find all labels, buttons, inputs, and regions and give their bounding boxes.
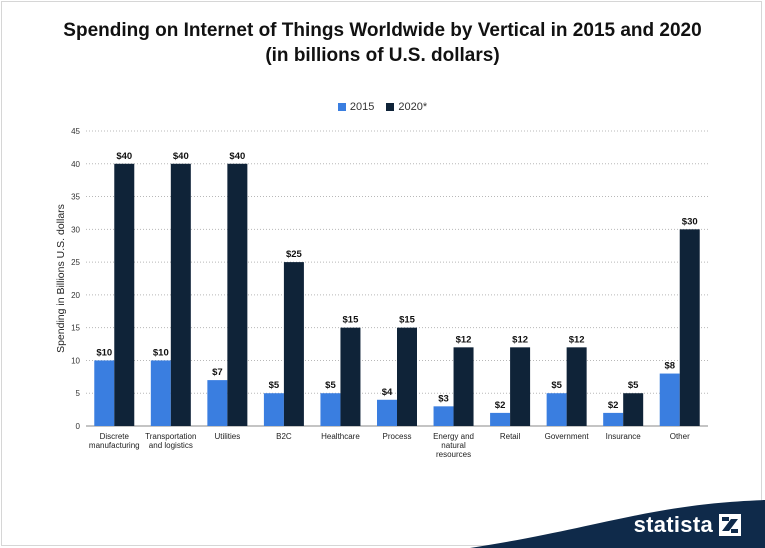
bar-2015 — [320, 393, 341, 426]
bar-2020 — [623, 393, 644, 426]
data-label: $5 — [325, 380, 336, 391]
bar-2015 — [150, 360, 171, 426]
legend-item-2015: 2015 — [337, 101, 375, 113]
data-label: $7 — [212, 367, 223, 378]
data-label: $2 — [495, 400, 506, 411]
data-label: $40 — [116, 151, 132, 162]
bar-2020 — [566, 347, 587, 426]
bar-2020 — [679, 229, 700, 426]
bar-2015 — [603, 412, 624, 426]
y-tick-label: 30 — [71, 225, 80, 234]
bar-2015 — [207, 380, 228, 426]
bar-2015 — [263, 393, 284, 426]
bar-2015 — [659, 373, 680, 426]
legend-label-2020: 2020* — [398, 101, 428, 113]
bar-2020 — [114, 163, 135, 426]
bar-2020 — [170, 163, 191, 426]
x-tick-label: manufacturing — [89, 441, 140, 450]
statista-logo[interactable]: statista — [634, 512, 741, 538]
data-label: $10 — [153, 347, 169, 358]
data-label: $12 — [569, 334, 585, 345]
data-label: $5 — [269, 380, 280, 391]
bar-2015 — [94, 360, 115, 426]
data-label: $40 — [229, 151, 245, 162]
x-tick-label: Utilities — [214, 432, 240, 441]
legend-swatch-2020 — [386, 103, 395, 111]
bar-2020 — [227, 163, 248, 426]
legend-swatch-2015 — [337, 103, 346, 111]
y-tick-label: 25 — [71, 258, 80, 267]
data-label: $3 — [438, 393, 449, 404]
y-tick-label: 35 — [71, 193, 80, 202]
branding-band-shape — [470, 500, 765, 548]
data-label: $5 — [628, 380, 639, 391]
x-tick-label: Transportation — [145, 432, 196, 441]
chart-title: Spending on Internet of Things Worldwide… — [63, 20, 702, 41]
data-label: $12 — [512, 334, 528, 345]
x-tick-label: Energy and — [433, 432, 474, 441]
data-label: $4 — [382, 387, 393, 398]
data-label: $30 — [682, 216, 698, 227]
bar-2015 — [490, 412, 511, 426]
chart-legend: 2015 2020* — [0, 101, 765, 113]
bar-2015 — [546, 393, 567, 426]
legend-label-2015: 2015 — [349, 101, 375, 113]
chart-title-block: Spending on Internet of Things Worldwide… — [0, 18, 765, 68]
data-label: $40 — [173, 151, 189, 162]
data-label: $5 — [551, 380, 562, 391]
y-tick-label: 10 — [71, 356, 80, 365]
y-tick-label: 20 — [71, 291, 80, 300]
y-tick-label: 40 — [71, 160, 80, 169]
x-tick-label: and logistics — [149, 441, 193, 450]
y-tick-label: 45 — [71, 127, 80, 136]
data-label: $10 — [96, 347, 112, 358]
data-label: $15 — [343, 315, 360, 326]
bar-2020 — [397, 327, 417, 426]
data-label: $8 — [664, 361, 675, 372]
bar-2020 — [340, 327, 361, 426]
bar-2015 — [377, 399, 397, 426]
statista-logo-icon — [719, 514, 741, 536]
bar-2015 — [433, 406, 454, 426]
bar-2020 — [510, 347, 531, 426]
x-tick-label: Healthcare — [321, 432, 360, 441]
statista-wordmark: statista — [633, 512, 713, 537]
x-tick-label: Retail — [500, 432, 521, 441]
y-tick-label: 0 — [76, 422, 81, 431]
bar-2020 — [283, 262, 304, 426]
data-label: $15 — [399, 315, 416, 326]
chart-subtitle: (in billions of U.S. dollars) — [265, 45, 500, 66]
bar-2020 — [453, 347, 474, 426]
x-tick-label: Other — [670, 432, 690, 441]
x-tick-label: resources — [436, 450, 471, 459]
data-label: $2 — [608, 400, 619, 411]
x-tick-label: Insurance — [606, 432, 642, 441]
x-tick-label: natural — [441, 441, 466, 450]
legend-item-2020: 2020* — [386, 101, 427, 113]
y-axis-title: Spending in Billions U.S. dollars — [55, 204, 67, 353]
y-tick-label: 15 — [71, 324, 80, 333]
x-tick-label: Government — [545, 432, 590, 441]
x-tick-label: Process — [383, 432, 412, 441]
data-label: $25 — [286, 249, 303, 260]
data-label: $12 — [456, 334, 472, 345]
x-tick-label: B2C — [276, 432, 292, 441]
branding-band: statista — [0, 500, 765, 548]
y-tick-label: 5 — [76, 389, 81, 398]
x-tick-label: Discrete — [100, 432, 130, 441]
